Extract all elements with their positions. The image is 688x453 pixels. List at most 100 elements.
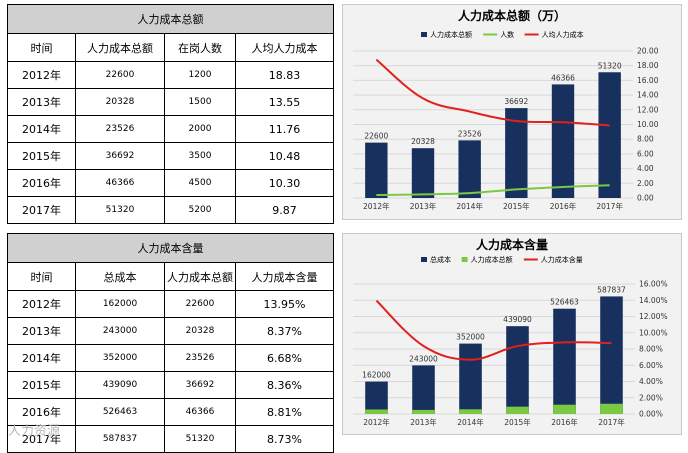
table-cell: 51320 — [164, 425, 236, 453]
y-tick-label: 10.00 — [637, 120, 659, 129]
bar — [553, 308, 576, 414]
table-cell: 13.95% — [235, 290, 334, 318]
data-label: 36692 — [504, 97, 528, 106]
table-cell: 243000 — [75, 317, 165, 345]
x-tick-label: 2014年 — [456, 201, 483, 211]
data-label: 352000 — [456, 333, 485, 342]
data-label: 587837 — [597, 285, 626, 294]
table-cell: 8.73% — [235, 425, 334, 453]
column-header: 时间 — [7, 262, 76, 291]
y-tick-label: 2.00 — [637, 179, 654, 188]
watermark: 人力资源 — [8, 424, 61, 439]
bar — [600, 403, 623, 414]
table-cell: 587837 — [75, 425, 165, 453]
bar — [600, 296, 623, 414]
column-header: 人均人力成本 — [235, 33, 334, 62]
bar — [505, 108, 528, 198]
y-tick-label: 12.00 — [637, 105, 659, 114]
table-cell: 2012年 — [7, 61, 76, 89]
table-row: 2013年 20328 1500 13.55 — [7, 88, 334, 116]
chart-title: 人力成本含量 — [476, 237, 548, 252]
table-cell: 2000 — [164, 115, 236, 143]
bar — [365, 142, 388, 198]
data-label: 23526 — [458, 129, 482, 138]
table-cell: 36692 — [75, 142, 165, 170]
table-row: 2015年 439090 36692 8.36% — [7, 371, 334, 399]
table-cell: 4500 — [164, 169, 236, 197]
y-tick-label: 12.00% — [639, 312, 668, 321]
y-tick-label: 4.00% — [639, 377, 663, 386]
bar — [412, 409, 435, 414]
table-cell: 162000 — [75, 290, 165, 318]
table-cell: 1500 — [164, 88, 236, 116]
legend-swatch — [421, 32, 427, 37]
y-tick-label: 16.00 — [637, 76, 659, 85]
bar — [553, 404, 576, 414]
x-tick-label: 2017年 — [598, 417, 625, 427]
table-cell: 8.36% — [235, 371, 334, 399]
labor-cost-chart: 人力成本总额（万） 人力成本总额 人数 人均人力成本 0.00 2.00 4.00 6.00 8… — [342, 4, 682, 220]
bar — [412, 365, 435, 414]
x-tick-label: 2013年 — [410, 417, 437, 427]
table-cell: 11.76 — [235, 115, 334, 143]
table-cell: 3500 — [164, 142, 236, 170]
table-cell: 2017年 — [7, 196, 76, 224]
table-cell: 526463 — [75, 398, 165, 426]
data-label: 20328 — [411, 137, 435, 146]
data-label: 51320 — [598, 61, 622, 70]
table-row: 2014年 23526 2000 11.76 — [7, 115, 334, 143]
y-tick-label: 10.00% — [639, 328, 668, 337]
table-title: 人力成本总额 — [7, 4, 334, 34]
table-cell: 439090 — [75, 371, 165, 399]
legend-label: 人数 — [500, 30, 514, 39]
y-tick-label: 6.00 — [637, 149, 654, 158]
table-cell: 20328 — [75, 88, 165, 116]
bar — [365, 409, 388, 414]
table-cell: 23526 — [164, 344, 236, 372]
table-row: 2012年 22600 1200 18.83 — [7, 61, 334, 89]
table-cell: 6.68% — [235, 344, 334, 372]
x-tick-label: 2014年 — [457, 417, 484, 427]
series-line — [375, 58, 610, 127]
y-tick-label: 14.00 — [637, 91, 659, 100]
table-cell: 46366 — [164, 398, 236, 426]
table-row: 2017年 51320 5200 9.87 — [7, 196, 334, 224]
data-label: 22600 — [364, 132, 388, 141]
legend-item: 人数 — [483, 30, 514, 39]
labor-cost-ratio-chart: 人力成本含量 总成本 人力成本总额 人力成本含量 0.00% 2.00% 4.00% 6.00… — [342, 233, 682, 435]
x-tick-label: 2012年 — [363, 201, 390, 211]
bar — [506, 326, 529, 414]
table-cell: 8.81% — [235, 398, 334, 426]
bar — [411, 148, 435, 198]
y-tick-label: 8.00% — [639, 345, 663, 354]
legend-item: 人均人力成本 — [524, 30, 584, 39]
labor-cost-chart-svg: 人力成本总额（万） 人力成本总额 人数 人均人力成本 0.00 2.00 4.00 6.00 8… — [353, 8, 659, 211]
table-cell: 8.37% — [235, 317, 334, 345]
table-cell: 2015年 — [7, 142, 76, 170]
table-row: 2013年 243000 20328 8.37% — [7, 317, 334, 345]
table-cell: 2014年 — [7, 115, 76, 143]
legend-swatch — [421, 257, 427, 262]
data-label: 439090 — [503, 315, 532, 324]
column-header: 总成本 — [75, 262, 165, 291]
column-header: 人力成本总额 — [164, 262, 236, 291]
table-cell: 5200 — [164, 196, 236, 224]
chart-title: 人力成本总额（万） — [458, 8, 566, 23]
table-row: 2016年 46366 4500 10.30 — [7, 169, 334, 197]
series-line — [375, 299, 612, 361]
bar — [459, 409, 482, 414]
table-cell: 13.55 — [235, 88, 334, 116]
table-row: 2014年 352000 23526 6.68% — [7, 344, 334, 372]
labor-cost-table: 人力成本总额 时间 人力成本总额 在岗人数 人均人力成本 2012年 22600 1… — [7, 4, 334, 224]
table-row: 2015年 36692 3500 10.48 — [7, 142, 334, 170]
x-tick-label: 2015年 — [503, 201, 530, 211]
bar — [551, 84, 575, 198]
table-cell: 18.83 — [235, 61, 334, 89]
table-cell: 10.48 — [235, 142, 334, 170]
legend-item: 人力成本总额 — [461, 255, 513, 264]
table-title: 人力成本含量 — [7, 233, 334, 263]
y-tick-label: 0.00% — [639, 410, 663, 419]
y-tick-label: 8.00 — [637, 135, 654, 144]
bar — [365, 381, 388, 414]
